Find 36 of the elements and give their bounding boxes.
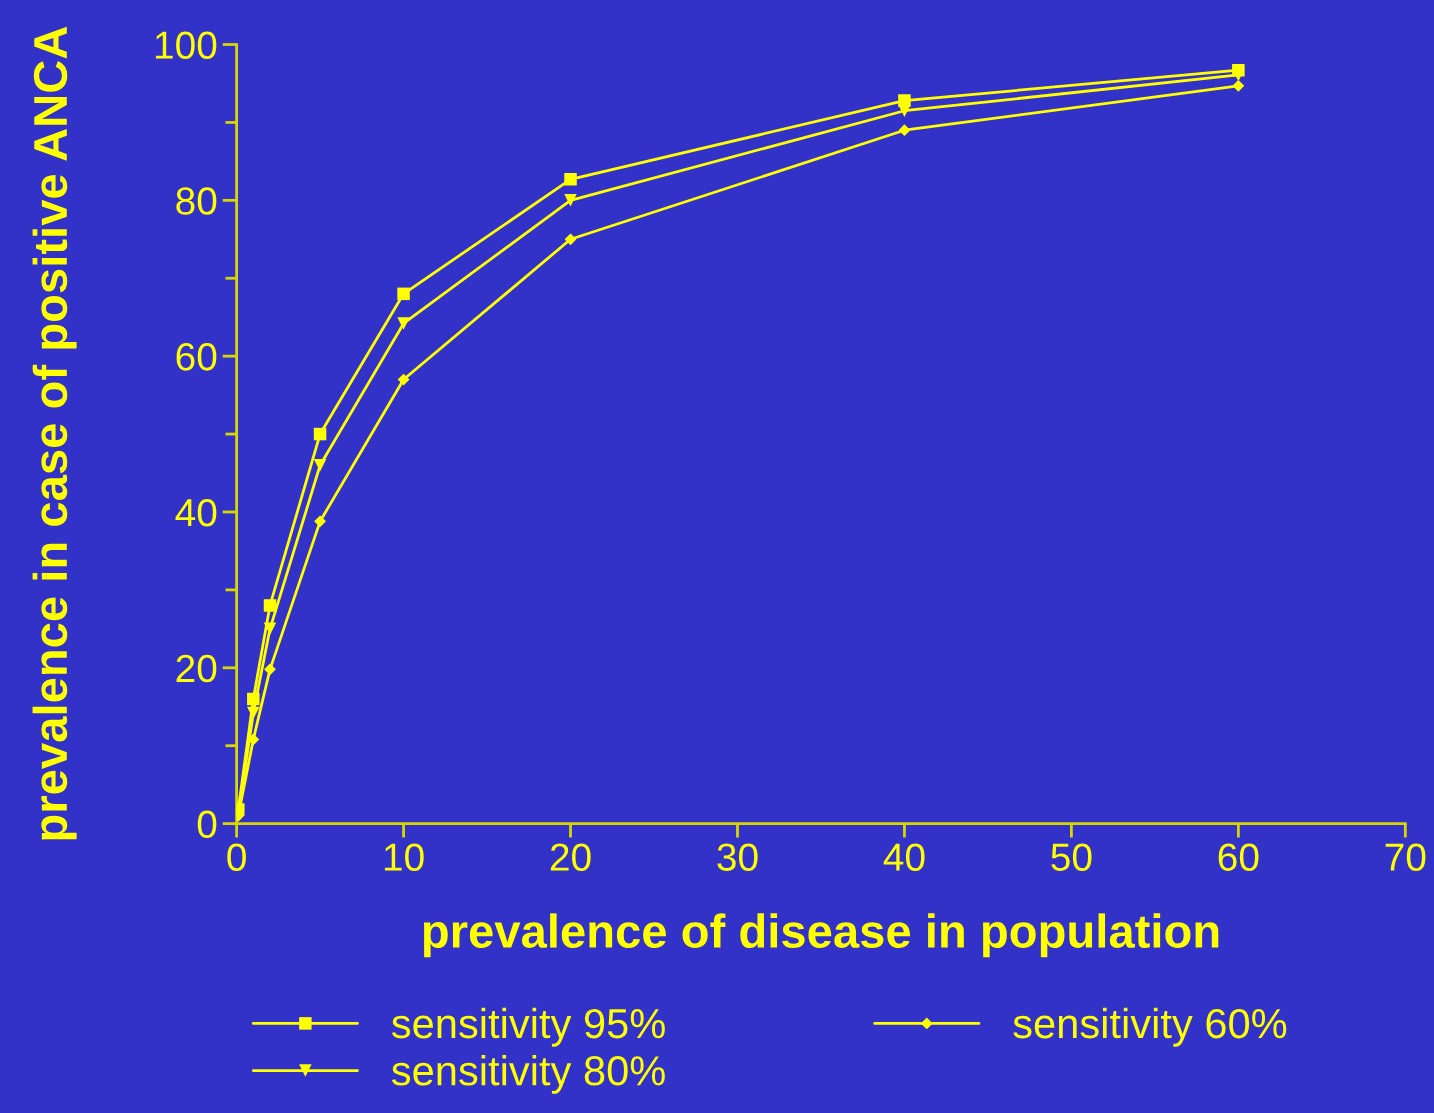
y-tick-label: 0 (197, 810, 217, 839)
point (313, 458, 327, 472)
y-tick-label: 40 (175, 498, 217, 527)
point (397, 287, 410, 301)
x-tick-label: 0 (227, 843, 246, 871)
point (564, 233, 577, 246)
point (313, 427, 327, 441)
point (898, 94, 911, 107)
x-axis-title: prevalence of disease in population (423, 913, 1219, 958)
x-tick-label: 10 (384, 843, 424, 871)
point (564, 194, 577, 207)
x-tick-label: 30 (717, 843, 758, 871)
y-tick-label: 20 (176, 654, 217, 683)
x-tick-label: 20 (550, 843, 591, 871)
x-tick-label: 50 (1051, 843, 1092, 871)
point (1232, 79, 1245, 92)
point (564, 173, 577, 186)
y-tick-label: 80 (176, 187, 217, 215)
y-tick-label: 100 (155, 31, 217, 59)
x-tick-label: 60 (1218, 843, 1259, 871)
x-tick-label: 70 (1385, 843, 1426, 871)
point (1232, 63, 1245, 77)
legend-label: sensitivity 95% (391, 1007, 665, 1047)
point (263, 599, 277, 612)
point (898, 124, 911, 137)
x-tick-label: 40 (883, 843, 925, 871)
y-tick-label: 60 (176, 343, 217, 371)
point (247, 692, 260, 706)
point (264, 663, 276, 676)
legend-label: sensitivity 60% (1013, 1007, 1287, 1047)
point (247, 706, 260, 720)
y-axis-title: prevalence in case of positive ANCA (32, 26, 77, 840)
legend-label: sensitivity 80% (391, 1054, 665, 1094)
point (397, 317, 410, 330)
point (263, 622, 277, 636)
point (314, 515, 326, 528)
